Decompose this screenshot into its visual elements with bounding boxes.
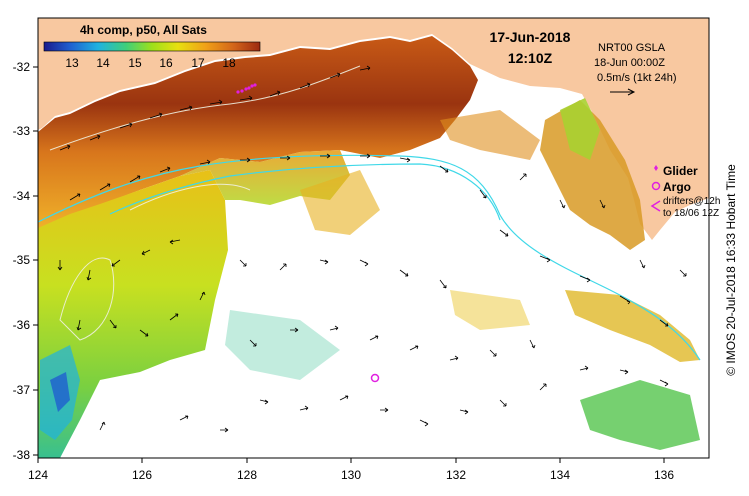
map-date: 17-Jun-2018 [490, 29, 571, 45]
y-tick: -36 [13, 318, 31, 332]
y-tick: -32 [13, 60, 31, 74]
argo-float-marker [370, 373, 380, 383]
x-tick: 130 [341, 468, 361, 482]
copyright: © IMOS 20-Jul-2018 16:33 Hobart Time [724, 164, 738, 376]
x-tick: 128 [237, 468, 257, 482]
colorbar-tick: 18 [222, 56, 236, 70]
glider-track [236, 83, 257, 94]
y-tick: -33 [13, 124, 31, 138]
argo-legend-icon [651, 181, 661, 191]
sst-warm-band [38, 36, 478, 230]
y-tick: -37 [13, 383, 31, 397]
colorbar-tick: 13 [65, 56, 79, 70]
map-time: 12:10Z [508, 50, 553, 66]
legend: Glider Argo drifters@12h to 18/06 12Z [650, 164, 720, 219]
y-tick: -38 [13, 448, 31, 462]
colorbar-title: 4h comp, p50, All Sats [80, 23, 207, 37]
scale-label: 0.5m/s (1kt 24h) [597, 72, 676, 84]
colorbar-tick: 16 [159, 56, 173, 70]
land [38, 18, 709, 240]
scale-arrow [610, 88, 636, 96]
legend-drifters-2: to 18/06 12Z [663, 208, 719, 219]
legend-glider: Glider [663, 164, 698, 178]
sst-cool-patch [38, 170, 228, 458]
contour-lines [38, 154, 701, 361]
colorbar-tick: 17 [191, 56, 205, 70]
x-tick: 134 [550, 468, 570, 482]
plot-frame [37, 17, 710, 459]
y-tick: -34 [13, 189, 31, 203]
colorbar-tick: 15 [128, 56, 142, 70]
x-tick: 132 [446, 468, 466, 482]
y-tick: -35 [13, 253, 31, 267]
glider-legend-icon [654, 165, 658, 171]
drifter-legend-icon [650, 200, 661, 212]
legend-drifters-1: drifters@12h [663, 196, 720, 207]
product-date: 18-Jun 00:00Z [594, 57, 665, 69]
x-tick: 124 [28, 468, 48, 482]
velocity-arrows [57, 65, 687, 433]
legend-argo: Argo [663, 180, 691, 194]
x-tick: 126 [132, 468, 152, 482]
sst-east-patch [540, 100, 645, 250]
colorbar [43, 41, 261, 52]
x-tick: 136 [654, 468, 674, 482]
colorbar-tick: 14 [96, 56, 110, 70]
product-label: NRT00 GSLA [598, 42, 666, 54]
